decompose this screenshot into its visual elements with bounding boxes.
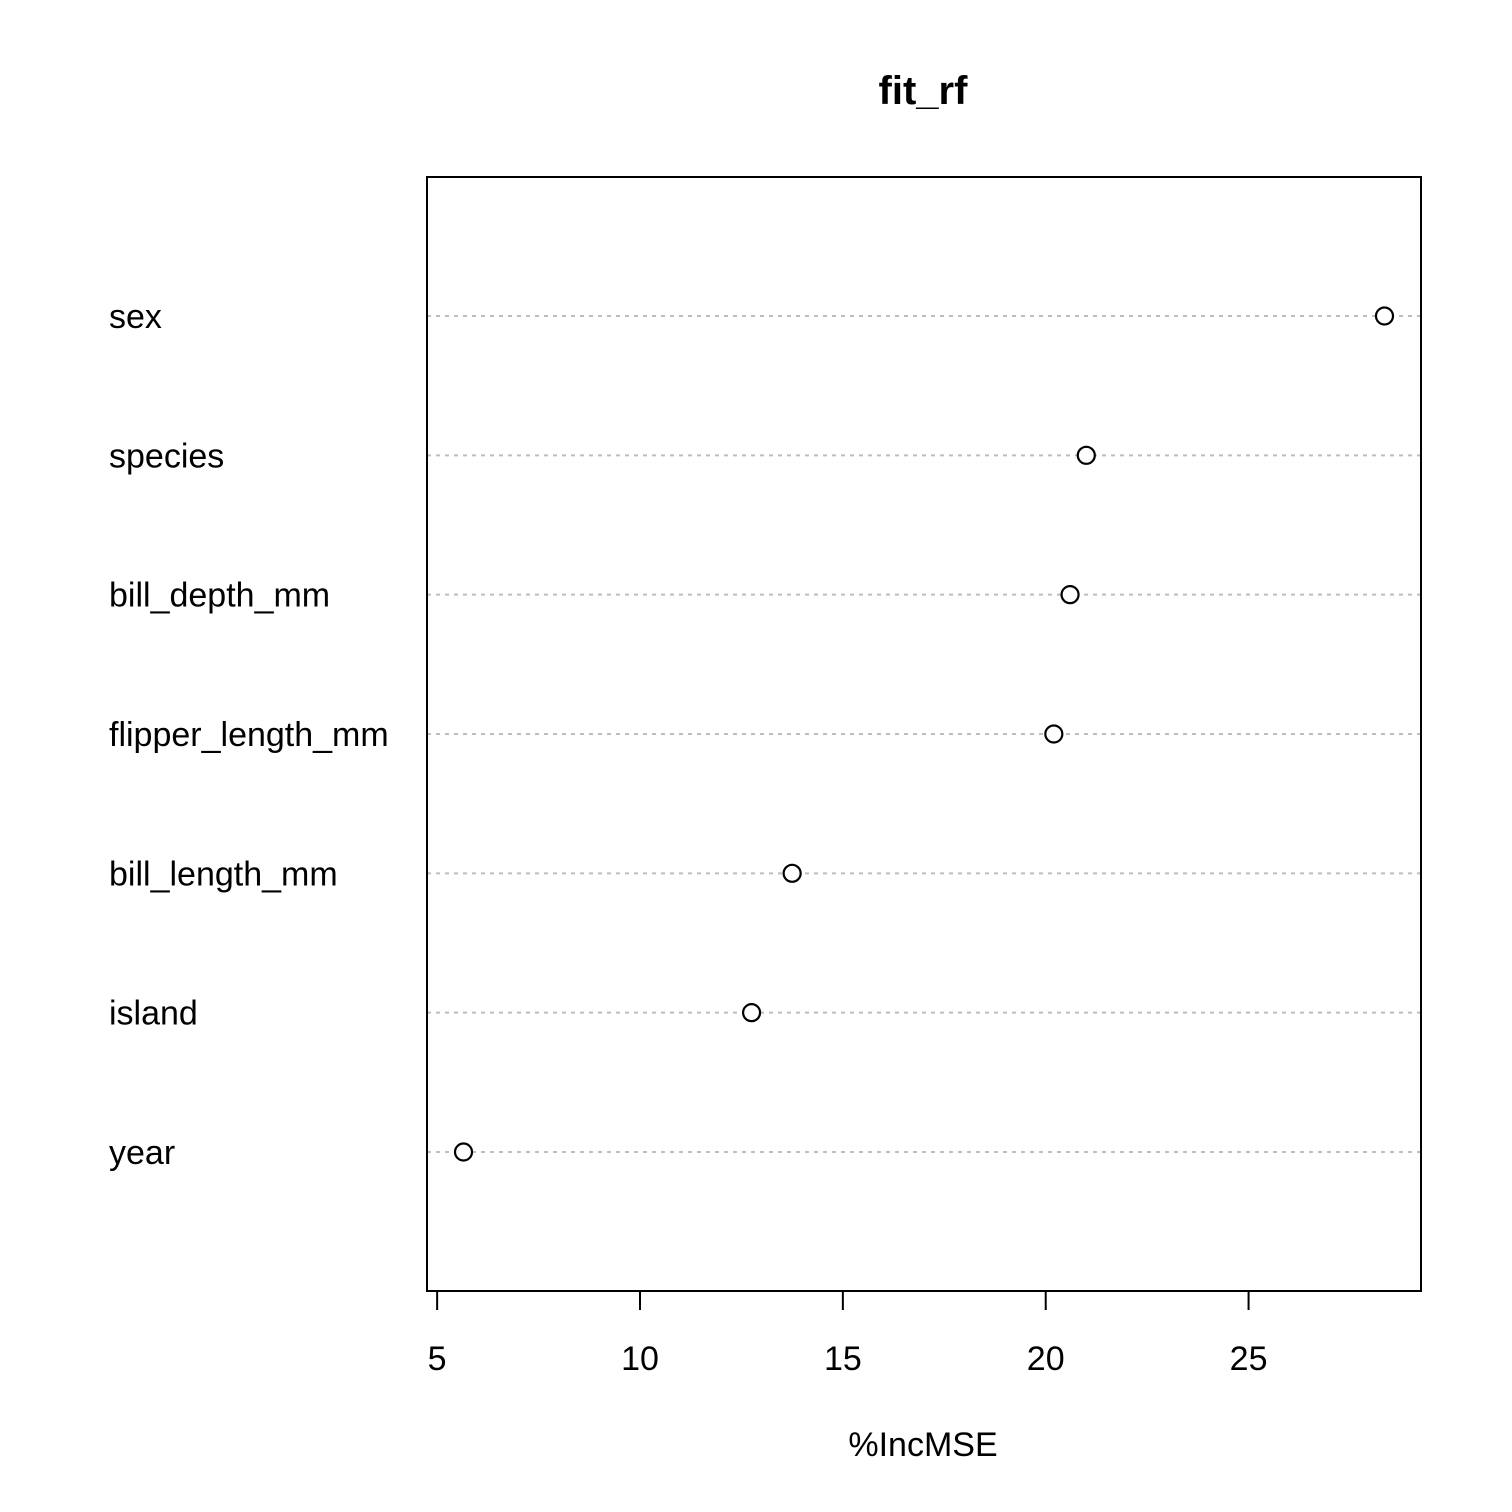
- point-year: [453, 1142, 474, 1162]
- data-points: [453, 306, 1395, 1162]
- gridlines: [427, 315, 1421, 1153]
- plot-frame: [426, 176, 1422, 1292]
- point-sex: [1374, 306, 1395, 326]
- category-label-species: species: [109, 437, 224, 475]
- point-species: [1076, 445, 1096, 465]
- x-tick-label-25: 25: [1230, 1340, 1268, 1378]
- category-label-island: island: [109, 995, 198, 1033]
- x-tick-label-5: 5: [428, 1340, 447, 1378]
- x-tick-label-15: 15: [824, 1340, 862, 1378]
- point-bill_length_mm: [782, 863, 802, 883]
- point-flipper_length_mm: [1044, 724, 1064, 744]
- category-labels: sex species bill_depth_mm flipper_length_mm…: [109, 298, 389, 1172]
- category-label-flipper_length_mm: flipper_length_mm: [109, 716, 389, 754]
- point-island: [741, 1003, 762, 1023]
- category-label-bill_depth_mm: bill_depth_mm: [109, 577, 330, 615]
- category-label-year: year: [109, 1134, 175, 1172]
- category-label-sex: sex: [109, 298, 162, 336]
- x-tick-label-10: 10: [621, 1340, 659, 1378]
- chart-title: fit_rf: [879, 69, 969, 113]
- x-axis: 5 10 15 20 25: [428, 1290, 1268, 1378]
- category-label-bill_length_mm: bill_length_mm: [109, 855, 338, 893]
- x-axis-label: %IncMSE: [848, 1426, 997, 1464]
- x-tick-label-20: 20: [1027, 1340, 1065, 1378]
- point-bill_depth_mm: [1060, 585, 1080, 605]
